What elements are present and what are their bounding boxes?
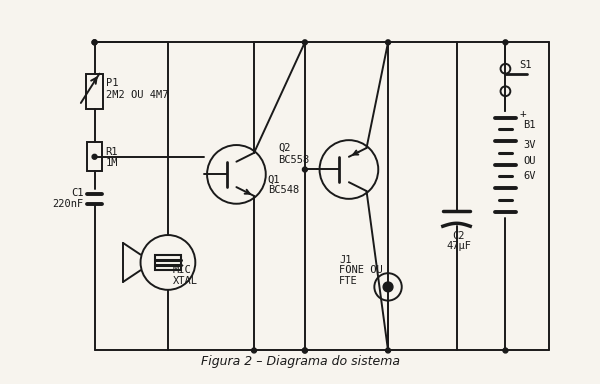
- Text: 1M: 1M: [106, 158, 118, 168]
- Text: 3V: 3V: [523, 140, 536, 150]
- Text: FTE: FTE: [339, 276, 358, 286]
- Circle shape: [386, 40, 391, 45]
- Circle shape: [503, 40, 508, 45]
- Text: XTAL: XTAL: [173, 276, 198, 286]
- Text: C2: C2: [452, 231, 465, 241]
- Text: BC548: BC548: [268, 185, 299, 195]
- Text: J1: J1: [339, 255, 352, 265]
- Text: C1: C1: [71, 188, 84, 198]
- Text: 6V: 6V: [523, 171, 536, 181]
- Text: 220nF: 220nF: [53, 199, 84, 209]
- Text: BC558: BC558: [278, 155, 310, 165]
- Text: R1: R1: [106, 147, 118, 157]
- Circle shape: [386, 348, 391, 353]
- Bar: [86, 74, 103, 109]
- Text: B1: B1: [523, 121, 536, 131]
- Circle shape: [302, 167, 307, 172]
- Text: FONE OU: FONE OU: [339, 265, 383, 275]
- Circle shape: [92, 40, 97, 45]
- Circle shape: [302, 348, 307, 353]
- Circle shape: [503, 348, 508, 353]
- Circle shape: [251, 348, 256, 353]
- Circle shape: [383, 282, 393, 292]
- Text: Q2: Q2: [278, 143, 291, 153]
- Bar: [87, 142, 103, 171]
- Text: 2M2 OU 4M7: 2M2 OU 4M7: [106, 90, 169, 100]
- Circle shape: [302, 40, 307, 45]
- Text: OU: OU: [523, 156, 536, 166]
- Text: +: +: [519, 109, 526, 119]
- Circle shape: [92, 40, 97, 45]
- Circle shape: [92, 154, 97, 159]
- Bar: [155, 255, 181, 270]
- Text: S1: S1: [519, 60, 532, 70]
- Text: Figura 2 – Diagrama do sistema: Figura 2 – Diagrama do sistema: [200, 355, 400, 368]
- Text: MIC: MIC: [173, 265, 191, 275]
- Circle shape: [302, 348, 307, 353]
- Text: Q1: Q1: [268, 174, 280, 184]
- Text: P1: P1: [106, 78, 119, 88]
- Text: 47μF: 47μF: [446, 241, 471, 251]
